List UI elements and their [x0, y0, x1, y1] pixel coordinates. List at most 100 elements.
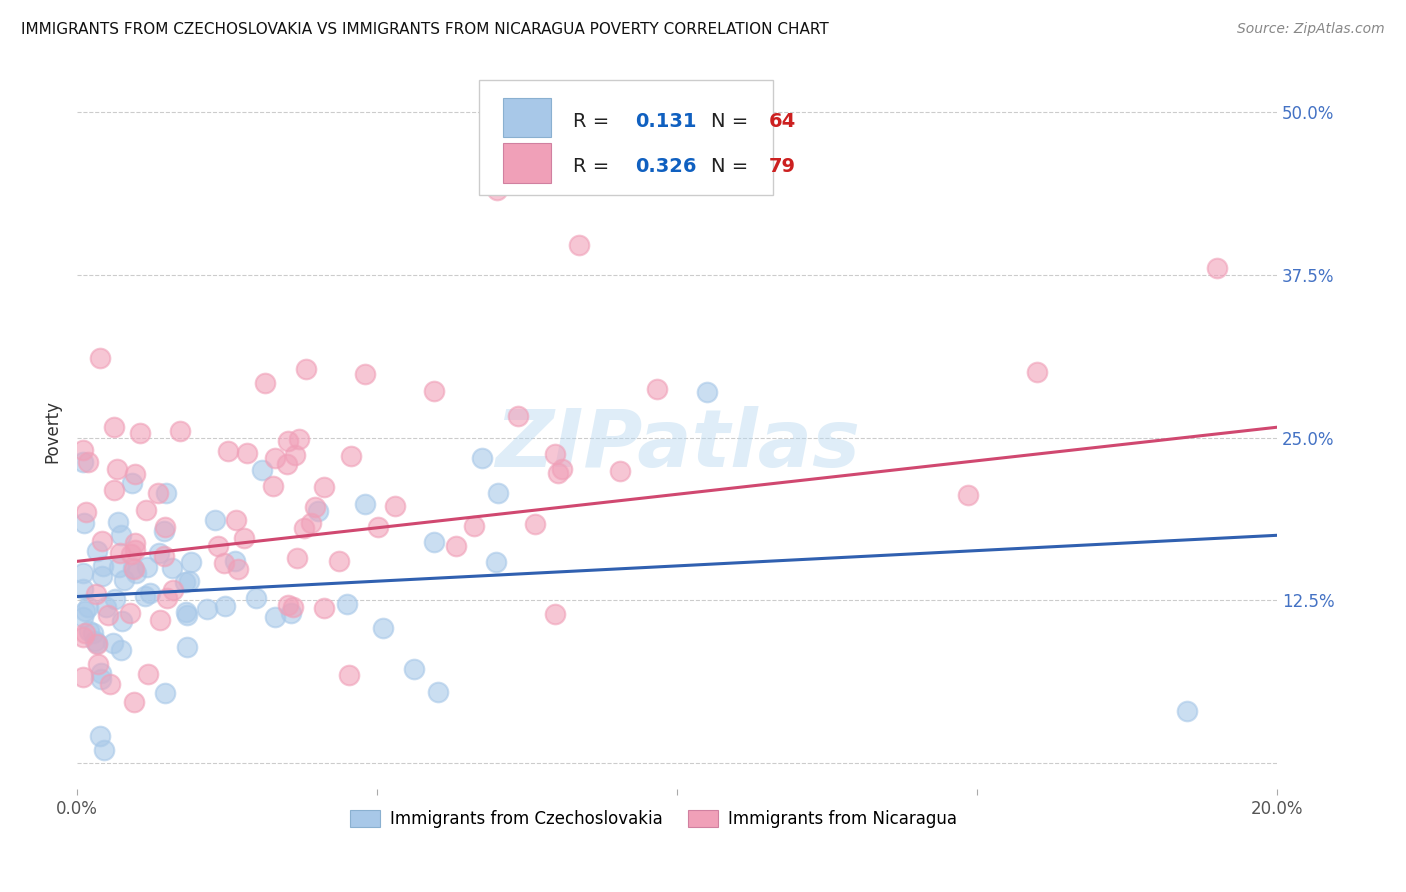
Point: [212, 556, 235, 570]
Point: [148, 485, 170, 500]
Point: [281, 600, 304, 615]
Point: [112, 574, 135, 588]
Point: [264, 610, 287, 624]
Point: [354, 497, 377, 511]
Point: [77, 455, 100, 469]
Point: [86, 657, 108, 671]
Point: [148, 546, 170, 560]
Point: [155, 486, 177, 500]
Point: [547, 466, 569, 480]
Point: [299, 516, 322, 531]
Legend: Immigrants from Czechoslovakia, Immigrants from Nicaragua: Immigrants from Czechoslovakia, Immigran…: [343, 803, 963, 835]
Point: [128, 426, 150, 441]
Point: [253, 376, 276, 391]
Point: [217, 443, 239, 458]
Point: [609, 464, 631, 478]
Point: [544, 447, 567, 461]
Point: [90, 673, 112, 687]
Point: [122, 695, 145, 709]
Point: [122, 560, 145, 574]
Point: [124, 535, 146, 549]
Point: [124, 543, 146, 558]
Point: [72, 566, 94, 580]
Point: [226, 562, 249, 576]
Point: [107, 515, 129, 529]
Point: [444, 539, 467, 553]
Point: [79, 624, 101, 639]
Point: [354, 368, 377, 382]
Point: [121, 475, 143, 490]
FancyBboxPatch shape: [503, 144, 551, 183]
Point: [153, 686, 176, 700]
Point: [135, 560, 157, 574]
Text: 79: 79: [769, 157, 796, 177]
Text: R =: R =: [572, 157, 616, 177]
Text: N =: N =: [711, 112, 754, 131]
Text: 0.131: 0.131: [636, 112, 697, 131]
FancyBboxPatch shape: [503, 98, 551, 137]
Point: [263, 450, 285, 465]
Point: [101, 636, 124, 650]
Point: [84, 587, 107, 601]
Point: [90, 666, 112, 681]
Point: [463, 519, 485, 533]
Point: [225, 513, 247, 527]
Point: [160, 560, 183, 574]
Point: [250, 463, 273, 477]
Point: [134, 589, 156, 603]
Point: [125, 566, 148, 581]
Point: [1026, 366, 1049, 380]
Text: R =: R =: [572, 112, 616, 131]
Point: [1175, 704, 1198, 718]
Point: [423, 534, 446, 549]
Point: [285, 551, 308, 566]
Point: [180, 555, 202, 569]
Point: [287, 432, 309, 446]
Point: [86, 637, 108, 651]
Point: [645, 382, 668, 396]
Point: [328, 553, 350, 567]
Point: [93, 743, 115, 757]
Y-axis label: Poverty: Poverty: [44, 400, 60, 463]
Point: [103, 420, 125, 434]
Point: [1206, 261, 1229, 276]
FancyBboxPatch shape: [479, 80, 773, 194]
Point: [384, 499, 406, 513]
Point: [120, 606, 142, 620]
Point: [314, 480, 336, 494]
Point: [337, 667, 360, 681]
Point: [245, 591, 267, 606]
Point: [423, 384, 446, 398]
Point: [98, 676, 121, 690]
Point: [427, 685, 450, 699]
Point: [110, 528, 132, 542]
Point: [91, 558, 114, 573]
Point: [312, 600, 335, 615]
Text: 0.326: 0.326: [636, 157, 697, 177]
Point: [111, 614, 134, 628]
Point: [485, 555, 508, 569]
Point: [224, 553, 246, 567]
Point: [86, 636, 108, 650]
Point: [97, 607, 120, 622]
Point: [77, 600, 100, 615]
Point: [73, 626, 96, 640]
Point: [568, 237, 591, 252]
Point: [292, 521, 315, 535]
Point: [544, 607, 567, 621]
Point: [276, 458, 298, 472]
Point: [153, 549, 176, 564]
Point: [176, 607, 198, 622]
Point: [84, 633, 107, 648]
Point: [135, 502, 157, 516]
Point: [72, 669, 94, 683]
Point: [120, 547, 142, 561]
Point: [295, 362, 318, 376]
Text: IMMIGRANTS FROM CZECHOSLOVAKIA VS IMMIGRANTS FROM NICARAGUA POVERTY CORRELATION : IMMIGRANTS FROM CZECHOSLOVAKIA VS IMMIGR…: [21, 22, 830, 37]
Point: [153, 519, 176, 533]
Point: [304, 500, 326, 514]
Point: [284, 448, 307, 462]
Point: [506, 409, 529, 423]
Point: [90, 569, 112, 583]
Text: N =: N =: [711, 157, 754, 177]
